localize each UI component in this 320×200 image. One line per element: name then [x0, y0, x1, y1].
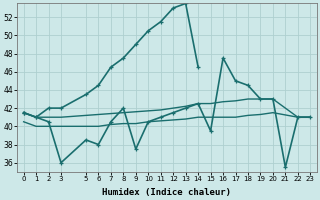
X-axis label: Humidex (Indice chaleur): Humidex (Indice chaleur) [102, 188, 231, 197]
